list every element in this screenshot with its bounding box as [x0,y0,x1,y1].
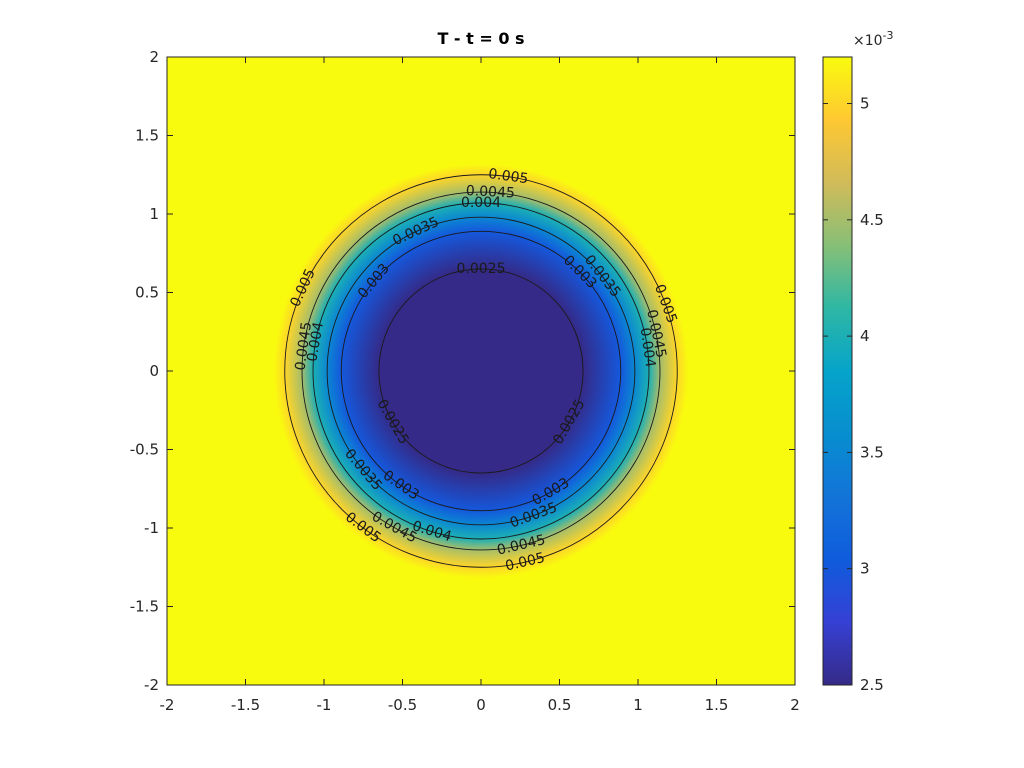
contour-line [326,216,636,526]
plot-area [167,57,795,685]
colorbar-tick-label: 2.5 [860,676,884,694]
y-tick-label: -1 [144,519,159,537]
colorbar-exponent-power: -3 [883,29,894,42]
y-axis: -2 -1.5 -1 -0.5 0 0.5 1 1.5 2 [130,48,795,694]
colorbar-tick-label: 3 [860,560,870,578]
colorbar-bar [823,57,852,685]
chart-title: T - t = 0 s [437,29,524,48]
y-tick-label: -0.5 [130,441,159,459]
colorbar-exponent-base: ×10 [853,33,883,49]
y-tick-label: 0 [149,362,159,380]
x-tick-label: -1.5 [231,696,260,714]
x-axis: -2 -1.5 -1 -0.5 0 0.5 1 1.5 2 [160,57,800,714]
x-tick-label: 1 [633,696,643,714]
contour-label: 0.0025 [457,261,506,277]
colorbar-tick-label: 5 [860,95,870,113]
y-tick-label: 0.5 [135,284,159,302]
contour-lines [284,174,678,568]
contour-line [378,268,584,474]
colorbar-tick-label: 3.5 [860,443,884,461]
x-tick-label: -0.5 [388,696,417,714]
colorbar-tick-label: 4.5 [860,211,884,229]
colorbar: 2.5 3 3.5 4 4.5 5 ×10-3 [822,29,894,694]
y-tick-label: 1 [149,205,159,223]
colorbar-tick-label: 4 [860,327,870,345]
contour-label: 0.004 [461,195,501,211]
contour-line [301,191,661,551]
y-tick-label: 1.5 [135,127,159,145]
contour-label: 0.005 [487,166,529,187]
contour-label: 0.004 [304,321,327,363]
contour-line [284,174,678,568]
colorbar-exponent: ×10-3 [853,29,894,49]
x-tick-label: 0 [476,696,486,714]
y-tick-label: -2 [144,676,159,694]
colorbar-ticks: 2.5 3 3.5 4 4.5 5 [823,95,884,694]
y-tick-label: 2 [149,48,159,66]
contour-label: 0.0045 [292,321,315,372]
contour-line [340,230,622,512]
contour-label: 0.004 [637,327,658,369]
x-tick-label: -1 [317,696,332,714]
contour-line [312,202,650,540]
contour-label: 0.0045 [465,183,515,202]
y-tick-label: -1.5 [130,598,159,616]
x-tick-label: 1.5 [705,696,729,714]
colorbar-frame [822,56,853,686]
x-tick-label: 2 [790,696,800,714]
x-tick-label: -2 [160,696,175,714]
x-tick-label: 0.5 [548,696,572,714]
